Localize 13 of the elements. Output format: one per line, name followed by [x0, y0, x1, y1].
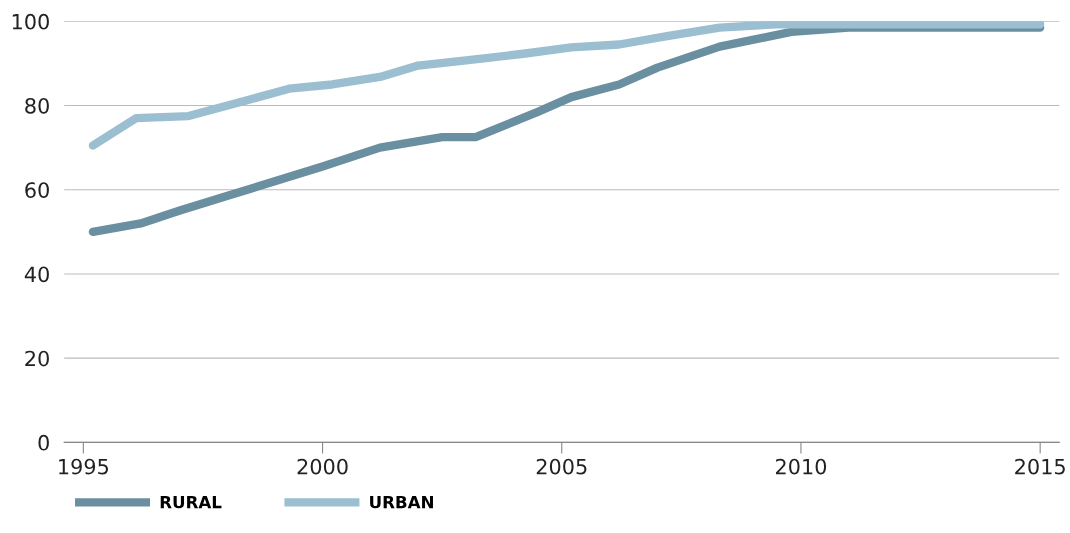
x-tick-label: 2005	[536, 458, 587, 475]
y-tick-label: 0	[38, 434, 49, 451]
x-tick-label: 2000	[297, 458, 348, 475]
x-tick-label: 2015	[1015, 458, 1065, 475]
y-tick-label: 40	[24, 266, 49, 283]
legend-label: URBAN	[370, 495, 433, 509]
y-tick-label: 20	[25, 350, 49, 367]
y-tick-label: 100	[12, 13, 49, 30]
y-tick-label: 60	[25, 182, 49, 198]
x-tick-label: 2010	[775, 458, 827, 475]
x-tick-label: 1995	[59, 458, 109, 475]
legend-label: RURAL	[160, 495, 222, 509]
y-tick-label: 80	[25, 97, 49, 114]
